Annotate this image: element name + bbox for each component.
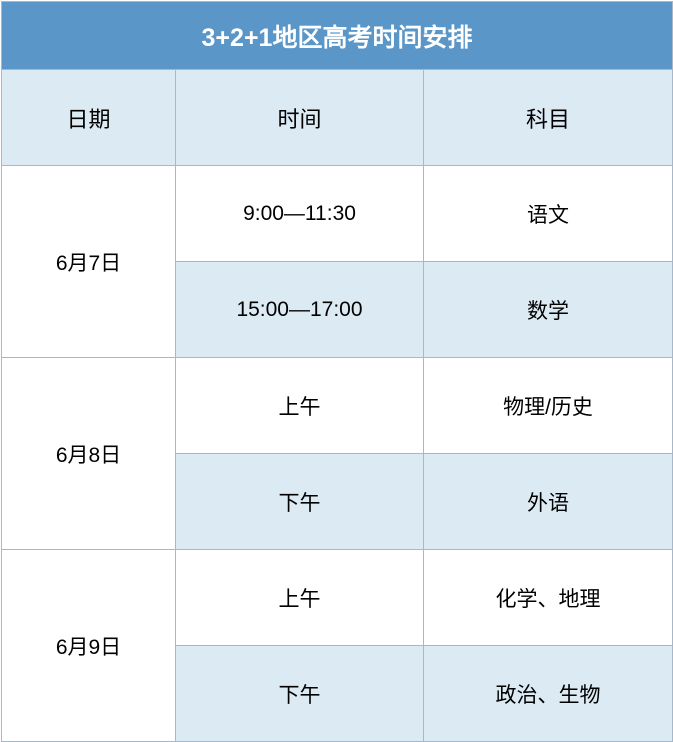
- col-header-subject: 科目: [424, 70, 673, 166]
- table-row: 6月7日 9:00—11:30 语文: [2, 166, 673, 262]
- subject-cell: 语文: [424, 166, 673, 262]
- subject-cell: 政治、生物: [424, 646, 673, 742]
- date-cell: 6月8日: [2, 358, 176, 550]
- title-row: 3+2+1地区高考时间安排: [2, 2, 673, 70]
- title-rest: 高考时间安排: [322, 24, 472, 52]
- time-cell: 上午: [176, 358, 424, 454]
- header-row: 日期 时间 科目: [2, 70, 673, 166]
- table-row: 6月9日 上午 化学、地理: [2, 550, 673, 646]
- subject-cell: 外语: [424, 454, 673, 550]
- title-cell: 3+2+1地区高考时间安排: [2, 2, 673, 70]
- subject-cell: 数学: [424, 262, 673, 358]
- subject-cell: 物理/历史: [424, 358, 673, 454]
- time-cell: 15:00—17:00: [176, 262, 424, 358]
- date-cell: 6月7日: [2, 166, 176, 358]
- table-row: 6月8日 上午 物理/历史: [2, 358, 673, 454]
- time-cell: 9:00—11:30: [176, 166, 424, 262]
- time-cell: 下午: [176, 646, 424, 742]
- col-header-date: 日期: [2, 70, 176, 166]
- time-cell: 下午: [176, 454, 424, 550]
- time-cell: 上午: [176, 550, 424, 646]
- col-header-time: 时间: [176, 70, 424, 166]
- schedule-table: 3+2+1地区高考时间安排 日期 时间 科目 6月7日 9:00—11:30 语…: [1, 1, 673, 742]
- subject-cell: 化学、地理: [424, 550, 673, 646]
- date-cell: 6月9日: [2, 550, 176, 742]
- title-highlight: 3+2+1地区: [202, 24, 323, 52]
